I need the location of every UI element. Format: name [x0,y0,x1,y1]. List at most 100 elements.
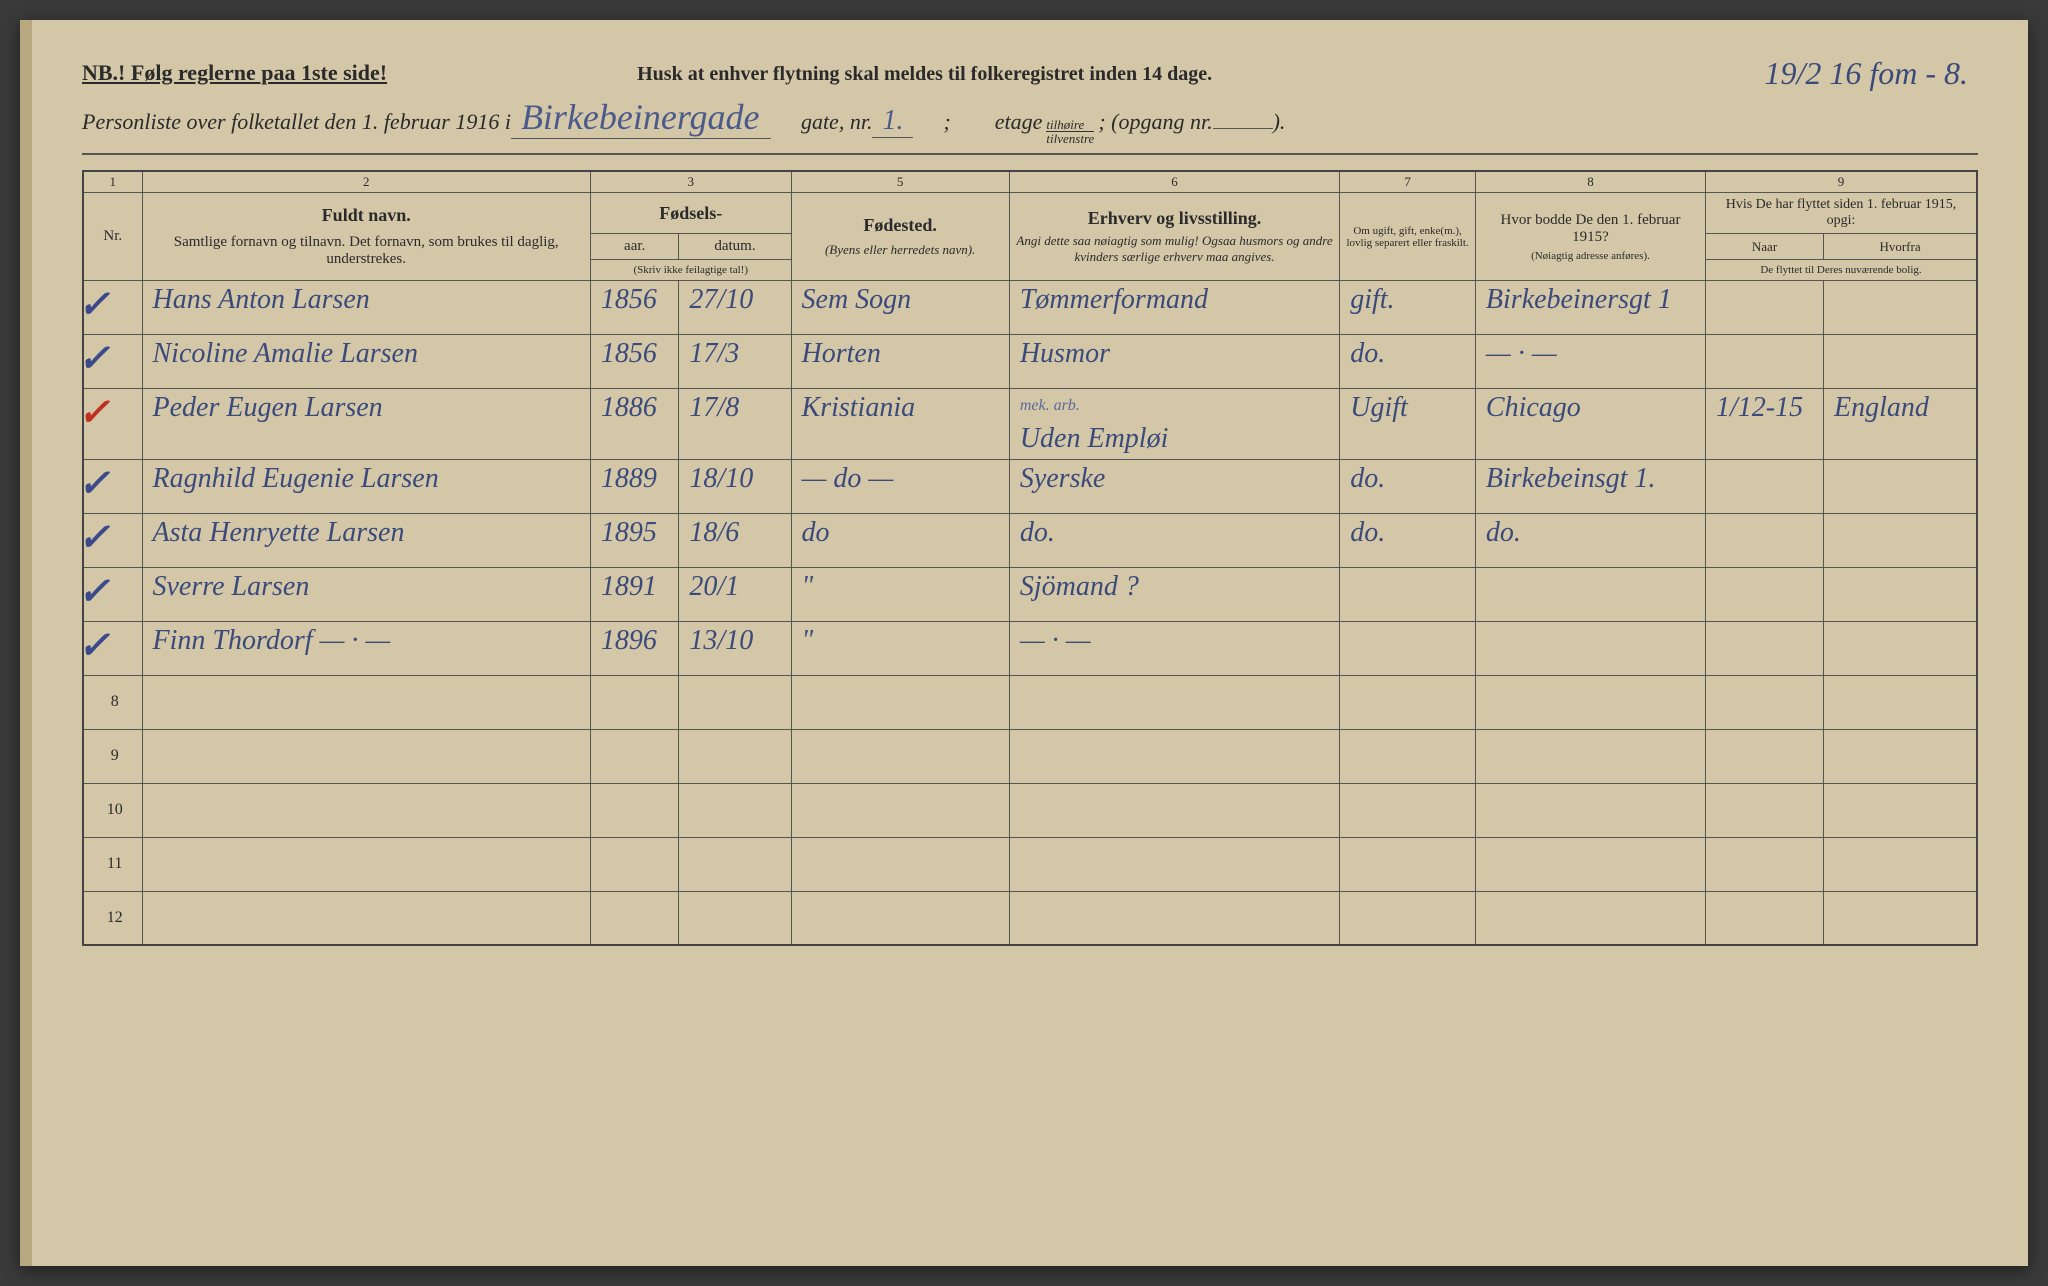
cell-marital: do. [1340,513,1476,567]
etage-label: etage [995,109,1043,135]
cell-moved-from [1824,281,1977,335]
col-occupation: Erhverv og livsstilling. Angi dette saa … [1009,193,1339,281]
cell-addr1915: Birkebeinsgt 1. [1475,459,1705,513]
table-row: ✓ Asta Henryette Larsen 1895 18/6 do do.… [83,513,1977,567]
cell-occupation: mek. arb.Uden Empløi [1009,389,1339,460]
cell-date: 17/3 [679,335,791,389]
cell-birthplace: " [791,621,1009,675]
table-row: ✓ Ragnhild Eugenie Larsen 1889 18/10 — d… [83,459,1977,513]
gate-label: gate, nr. [801,109,873,135]
cell-marital: do. [1340,459,1476,513]
cell-date: 27/10 [679,281,791,335]
cell-year: 1889 [590,459,679,513]
cell-moved-when [1706,459,1824,513]
cell-year: 1896 [590,621,679,675]
table-row: 11 [83,837,1977,891]
checkmark-icon: ✓ [78,464,110,506]
header-row: NB.! Følg reglerne paa 1ste side! Husk a… [82,60,1978,86]
cell-moved-from [1824,459,1977,513]
cell-date: 18/10 [679,459,791,513]
row-number: ✓ [83,513,142,567]
cell-addr1915: — · — [1475,335,1705,389]
row-number: 9 [83,729,142,783]
cell-addr1915: Chicago [1475,389,1705,460]
col-date: datum. [679,234,791,260]
street-number: 1. [872,105,913,138]
cell-marital: do. [1340,335,1476,389]
cell-moved-from [1824,621,1977,675]
checkmark-icon: ✓ [78,285,110,327]
cell-addr1915 [1475,567,1705,621]
col-birth-note: (Skriv ikke feilagtige tal!) [590,260,791,281]
cell-name: Hans Anton Larsen [142,281,590,335]
cell-date: 17/8 [679,389,791,460]
col-moved-sub: De flyttet til Deres nuværende bolig. [1706,260,1977,281]
street-name: Birkebeinergade [511,96,771,139]
cell-year: 1891 [590,567,679,621]
cell-occupation: — · — [1009,621,1339,675]
row-number: 11 [83,837,142,891]
col-birth: Fødsels- [590,193,791,234]
row-number: 8 [83,675,142,729]
cell-birthplace: Horten [791,335,1009,389]
cell-year: 1856 [590,281,679,335]
side-fraction: tilhøire tilvenstre [1046,118,1094,145]
opgang-end: ). [1273,109,1286,135]
row-number: 10 [83,783,142,837]
table-row: 8 [83,675,1977,729]
row-number: ✓ [83,621,142,675]
column-number-row: 1 2 3 5 5 6 7 8 9 [83,171,1977,193]
cell-moved-from: England [1824,389,1977,460]
reminder-text: Husk at enhver flytning skal meldes til … [637,63,1212,86]
cell-name: Asta Henryette Larsen [142,513,590,567]
cell-moved-when [1706,567,1824,621]
table-row: ✓ Peder Eugen Larsen 1886 17/8 Kristiani… [83,389,1977,460]
row-number: 12 [83,891,142,945]
col-nr: Nr. [83,193,142,281]
subtitle-row: Personliste over folketallet den 1. febr… [82,96,1978,155]
cell-addr1915: Birkebeinersgt 1 [1475,281,1705,335]
checkmark-icon: ✓ [78,626,110,668]
row-number: ✓ [83,389,142,460]
col-year: aar. [590,234,679,260]
row-number: ✓ [83,281,142,335]
cell-moved-from [1824,513,1977,567]
cell-occupation: Husmor [1009,335,1339,389]
cell-marital: Ugift [1340,389,1476,460]
cell-year: 1895 [590,513,679,567]
cell-name: Nicoline Amalie Larsen [142,335,590,389]
col-marital: Om ugift, gift, enke(m.), lovlig separer… [1340,193,1476,281]
cell-moved-when: 1/12-15 [1706,389,1824,460]
col-fullname: Fuldt navn. Samtlige fornavn og tilnavn.… [142,193,590,281]
cell-moved-from [1824,567,1977,621]
cell-addr1915: do. [1475,513,1705,567]
cell-name: Ragnhild Eugenie Larsen [142,459,590,513]
cell-marital [1340,567,1476,621]
cell-moved-when [1706,621,1824,675]
cell-birthplace: Kristiania [791,389,1009,460]
table-row: ✓ Finn Thordorf — · — 1896 13/10 " — · — [83,621,1977,675]
cell-date: 18/6 [679,513,791,567]
census-form-page: 19/2 16 fom - 8. NB.! Følg reglerne paa … [20,20,2028,1266]
cell-birthplace: — do — [791,459,1009,513]
cell-birthplace: Sem Sogn [791,281,1009,335]
cell-year: 1856 [590,335,679,389]
cell-occupation: Sjömand ? [1009,567,1339,621]
cell-date: 13/10 [679,621,791,675]
checkmark-icon: ✓ [78,393,110,435]
row-number: ✓ [83,459,142,513]
cell-moved-from [1824,335,1977,389]
header-row-1: Nr. Fuldt navn. Samtlige fornavn og tiln… [83,193,1977,234]
cell-birthplace: " [791,567,1009,621]
nb-notice: NB.! Følg reglerne paa 1ste side! [82,60,387,86]
cell-moved-when [1706,513,1824,567]
subtitle-prefix: Personliste over folketallet den 1. febr… [82,109,511,135]
cell-occupation: Syerske [1009,459,1339,513]
checkmark-icon: ✓ [78,572,110,614]
col-moved-when: Naar [1706,234,1824,260]
table-row: ✓ Sverre Larsen 1891 20/1 " Sjömand ? [83,567,1977,621]
checkmark-icon: ✓ [78,339,110,381]
corner-annotation: 19/2 16 fom - 8. [1764,55,1968,92]
cell-moved-when [1706,335,1824,389]
cell-marital [1340,621,1476,675]
